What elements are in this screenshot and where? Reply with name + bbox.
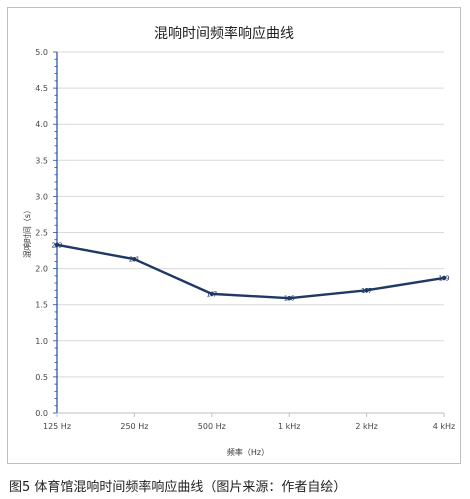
x-tick-label: 4 kHz xyxy=(433,422,455,431)
y-tick-label: 5.0 xyxy=(35,48,48,57)
y-tick-label: 3.0 xyxy=(35,192,48,201)
data-point xyxy=(364,288,369,293)
y-axis-title: 混响时间（s） xyxy=(22,206,32,258)
y-tick-label: 2.5 xyxy=(35,229,48,238)
data-labels-layer: 2.3 2.1 1.7 1.6 1.7 1.9 xyxy=(51,241,449,302)
x-tick-label: 250 Hz xyxy=(120,422,148,431)
data-label: 1.6 xyxy=(284,295,296,303)
data-label: 2.1 xyxy=(129,256,140,264)
data-point xyxy=(287,296,292,301)
data-label: 1.9 xyxy=(438,274,449,282)
data-label: 2.3 xyxy=(51,241,62,249)
y-tick-label: 3.5 xyxy=(35,156,48,165)
chart-title: 混响时间频率响应曲线 xyxy=(154,25,294,42)
y-tick-label: 1.5 xyxy=(35,301,48,310)
y-tick-label: 0.5 xyxy=(35,373,48,382)
data-label: 1.7 xyxy=(206,290,217,298)
x-tick-label: 125 Hz xyxy=(43,422,71,431)
series-line xyxy=(55,243,446,300)
series-layer xyxy=(54,242,447,301)
figure-caption: 图5 体育馆混响时间频率响应曲线（图片来源：作者自绘） xyxy=(9,480,347,495)
x-tick-label: 500 Hz xyxy=(198,422,226,431)
y-tick-label: 1.0 xyxy=(35,337,48,346)
data-point xyxy=(441,275,447,281)
y-tick-label: 4.5 xyxy=(35,84,48,93)
axes xyxy=(53,51,445,417)
gridlines xyxy=(57,51,444,378)
x-tick-labels: 125 Hz 250 Hz 500 Hz 1 kHz 2 kHz 4 kHz xyxy=(43,422,455,431)
x-tick-label: 2 kHz xyxy=(355,422,377,431)
data-point xyxy=(54,242,60,247)
y-tick-label: 0.0 xyxy=(35,409,48,418)
chart-frame xyxy=(7,7,461,464)
x-tick-label: 1 kHz xyxy=(278,422,300,431)
x-axis-title: 频率（Hz） xyxy=(227,447,269,457)
data-label: 1.7 xyxy=(361,287,372,295)
reverberation-chart: 混响时间频率响应曲线 混响时间（s） 频率（Hz） 0.00.51.01.52.… xyxy=(22,25,455,457)
y-tick-label: 2.0 xyxy=(35,265,48,274)
y-tick-labels: 0.0 0.5 1.0 1.5 2.0 2.5 3.0 3.5 4.0 4.5 5.0 xyxy=(35,48,48,418)
y-tick-label: 4.0 xyxy=(35,120,48,129)
data-point xyxy=(209,291,214,297)
data-point xyxy=(132,257,137,262)
